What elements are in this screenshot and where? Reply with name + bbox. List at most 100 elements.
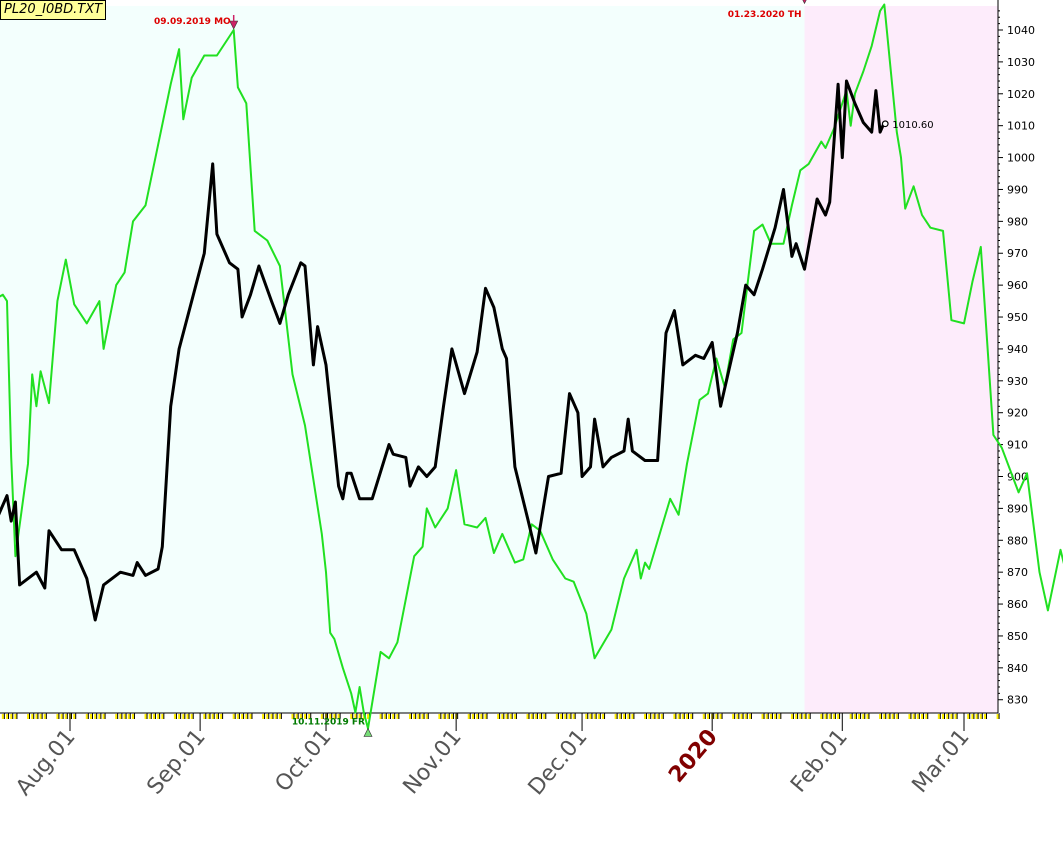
x-day-tick-fill bbox=[585, 714, 588, 719]
x-day-tick-fill bbox=[644, 714, 647, 719]
x-day-tick-fill bbox=[891, 714, 894, 719]
x-day-tick-fill bbox=[354, 714, 357, 719]
x-day-tick-fill bbox=[849, 714, 852, 719]
x-day-tick-fill bbox=[623, 714, 626, 719]
x-day-tick-fill bbox=[119, 714, 122, 719]
x-day-tick-fill bbox=[337, 714, 340, 719]
low-label: 10.11.2019 FR bbox=[292, 717, 365, 727]
x-day-tick-fill bbox=[702, 714, 705, 719]
x-day-tick-fill bbox=[144, 714, 147, 719]
x-day-tick-fill bbox=[673, 714, 676, 719]
x-day-tick-fill bbox=[589, 714, 592, 719]
x-day-tick-fill bbox=[937, 714, 940, 719]
x-day-tick-fill bbox=[232, 714, 235, 719]
x-day-tick-fill bbox=[795, 714, 798, 719]
x-day-tick-fill bbox=[471, 714, 474, 719]
y-tick-label: 930 bbox=[1007, 375, 1028, 388]
y-tick-label: 870 bbox=[1007, 566, 1028, 579]
x-day-tick-fill bbox=[656, 714, 659, 719]
x-day-tick-fill bbox=[539, 714, 542, 719]
x-day-tick-fill bbox=[304, 714, 307, 719]
x-day-tick-fill bbox=[942, 714, 945, 719]
x-day-tick-fill bbox=[555, 714, 558, 719]
x-day-tick-fill bbox=[94, 714, 97, 719]
x-day-tick-fill bbox=[157, 714, 160, 719]
x-day-tick-fill bbox=[916, 714, 919, 719]
x-day-tick-fill bbox=[564, 714, 567, 719]
x-day-tick-fill bbox=[383, 714, 386, 719]
x-day-tick-fill bbox=[291, 714, 294, 719]
y-tick-label: 1000 bbox=[1007, 152, 1035, 165]
x-day-tick-fill bbox=[270, 714, 273, 719]
y-tick-label: 850 bbox=[1007, 630, 1028, 643]
x-day-tick-fill bbox=[975, 714, 978, 719]
x-day-tick-fill bbox=[799, 714, 802, 719]
x-day-tick-fill bbox=[837, 714, 840, 719]
x-day-tick-fill bbox=[102, 714, 105, 719]
x-day-tick-fill bbox=[278, 714, 281, 719]
x-day-tick-fill bbox=[387, 714, 390, 719]
x-day-tick-fill bbox=[446, 714, 449, 719]
x-day-tick-fill bbox=[35, 714, 38, 719]
x-day-tick-fill bbox=[862, 714, 865, 719]
x-day-tick-fill bbox=[774, 714, 777, 719]
x-day-tick-fill bbox=[883, 714, 886, 719]
y-tick-label: 990 bbox=[1007, 183, 1028, 196]
x-day-tick-fill bbox=[131, 714, 134, 719]
x-day-tick-fill bbox=[685, 714, 688, 719]
x-day-tick-fill bbox=[379, 714, 382, 719]
x-day-tick-fill bbox=[56, 714, 59, 719]
y-axis: 8308408508608708808909009109209309409509… bbox=[997, 0, 1035, 713]
x-day-tick-fill bbox=[115, 714, 118, 719]
x-day-tick-fill bbox=[392, 714, 395, 719]
x-day-tick-fill bbox=[203, 714, 206, 719]
black-series-line bbox=[0, 79, 886, 622]
y-tick-label: 1030 bbox=[1007, 56, 1035, 69]
x-day-tick-fill bbox=[329, 714, 332, 719]
x-day-tick-fill bbox=[740, 714, 743, 719]
x-day-tick-fill bbox=[413, 714, 416, 719]
x-day-tick-fill bbox=[220, 714, 223, 719]
high-label: 01.23.2020 TH bbox=[728, 10, 802, 20]
x-day-tick-fill bbox=[98, 714, 101, 719]
x-day-tick-fill bbox=[123, 714, 126, 719]
x-day-tick-fill bbox=[820, 714, 823, 719]
y-tick-label: 910 bbox=[1007, 439, 1028, 452]
x-day-tick-fill bbox=[618, 714, 621, 719]
x-day-tick-fill bbox=[1, 714, 4, 719]
x-day-tick-fill bbox=[186, 714, 189, 719]
forecast-zone bbox=[804, 6, 998, 713]
x-day-tick-fill bbox=[627, 714, 630, 719]
x-day-tick-fill bbox=[807, 714, 810, 719]
x-day-tick-fill bbox=[207, 714, 210, 719]
x-day-tick-fill bbox=[320, 714, 323, 719]
x-day-tick-fill bbox=[748, 714, 751, 719]
x-day-tick-fill bbox=[543, 714, 546, 719]
x-day-tick-fill bbox=[89, 714, 92, 719]
x-day-tick-fill bbox=[362, 714, 365, 719]
high-marker bbox=[802, 0, 807, 5]
x-day-tick-fill bbox=[866, 714, 869, 719]
x-day-tick-fill bbox=[14, 714, 17, 719]
x-day-tick-fill bbox=[417, 714, 420, 719]
x-day-tick-fill bbox=[853, 714, 856, 719]
x-day-tick-fill bbox=[266, 714, 269, 719]
x-day-tick-fill bbox=[983, 714, 986, 719]
x-day-tick-fill bbox=[790, 714, 793, 719]
x-day-tick-fill bbox=[60, 714, 63, 719]
x-day-tick-fill bbox=[236, 714, 239, 719]
x-day-tick-fill bbox=[408, 714, 411, 719]
x-day-tick-fill bbox=[450, 714, 453, 719]
x-day-tick-fill bbox=[178, 714, 181, 719]
x-day-tick-fill bbox=[832, 714, 835, 719]
x-day-tick-fill bbox=[778, 714, 781, 719]
last-value-marker bbox=[881, 120, 889, 128]
x-day-tick-fill bbox=[530, 714, 533, 719]
x-day-tick-fill bbox=[560, 714, 563, 719]
x-day-tick-fill bbox=[597, 714, 600, 719]
x-day-tick-fill bbox=[732, 714, 735, 719]
x-day-tick-fill bbox=[513, 714, 516, 719]
x-day-tick-fill bbox=[333, 714, 336, 719]
x-day-tick-fill bbox=[173, 714, 176, 719]
